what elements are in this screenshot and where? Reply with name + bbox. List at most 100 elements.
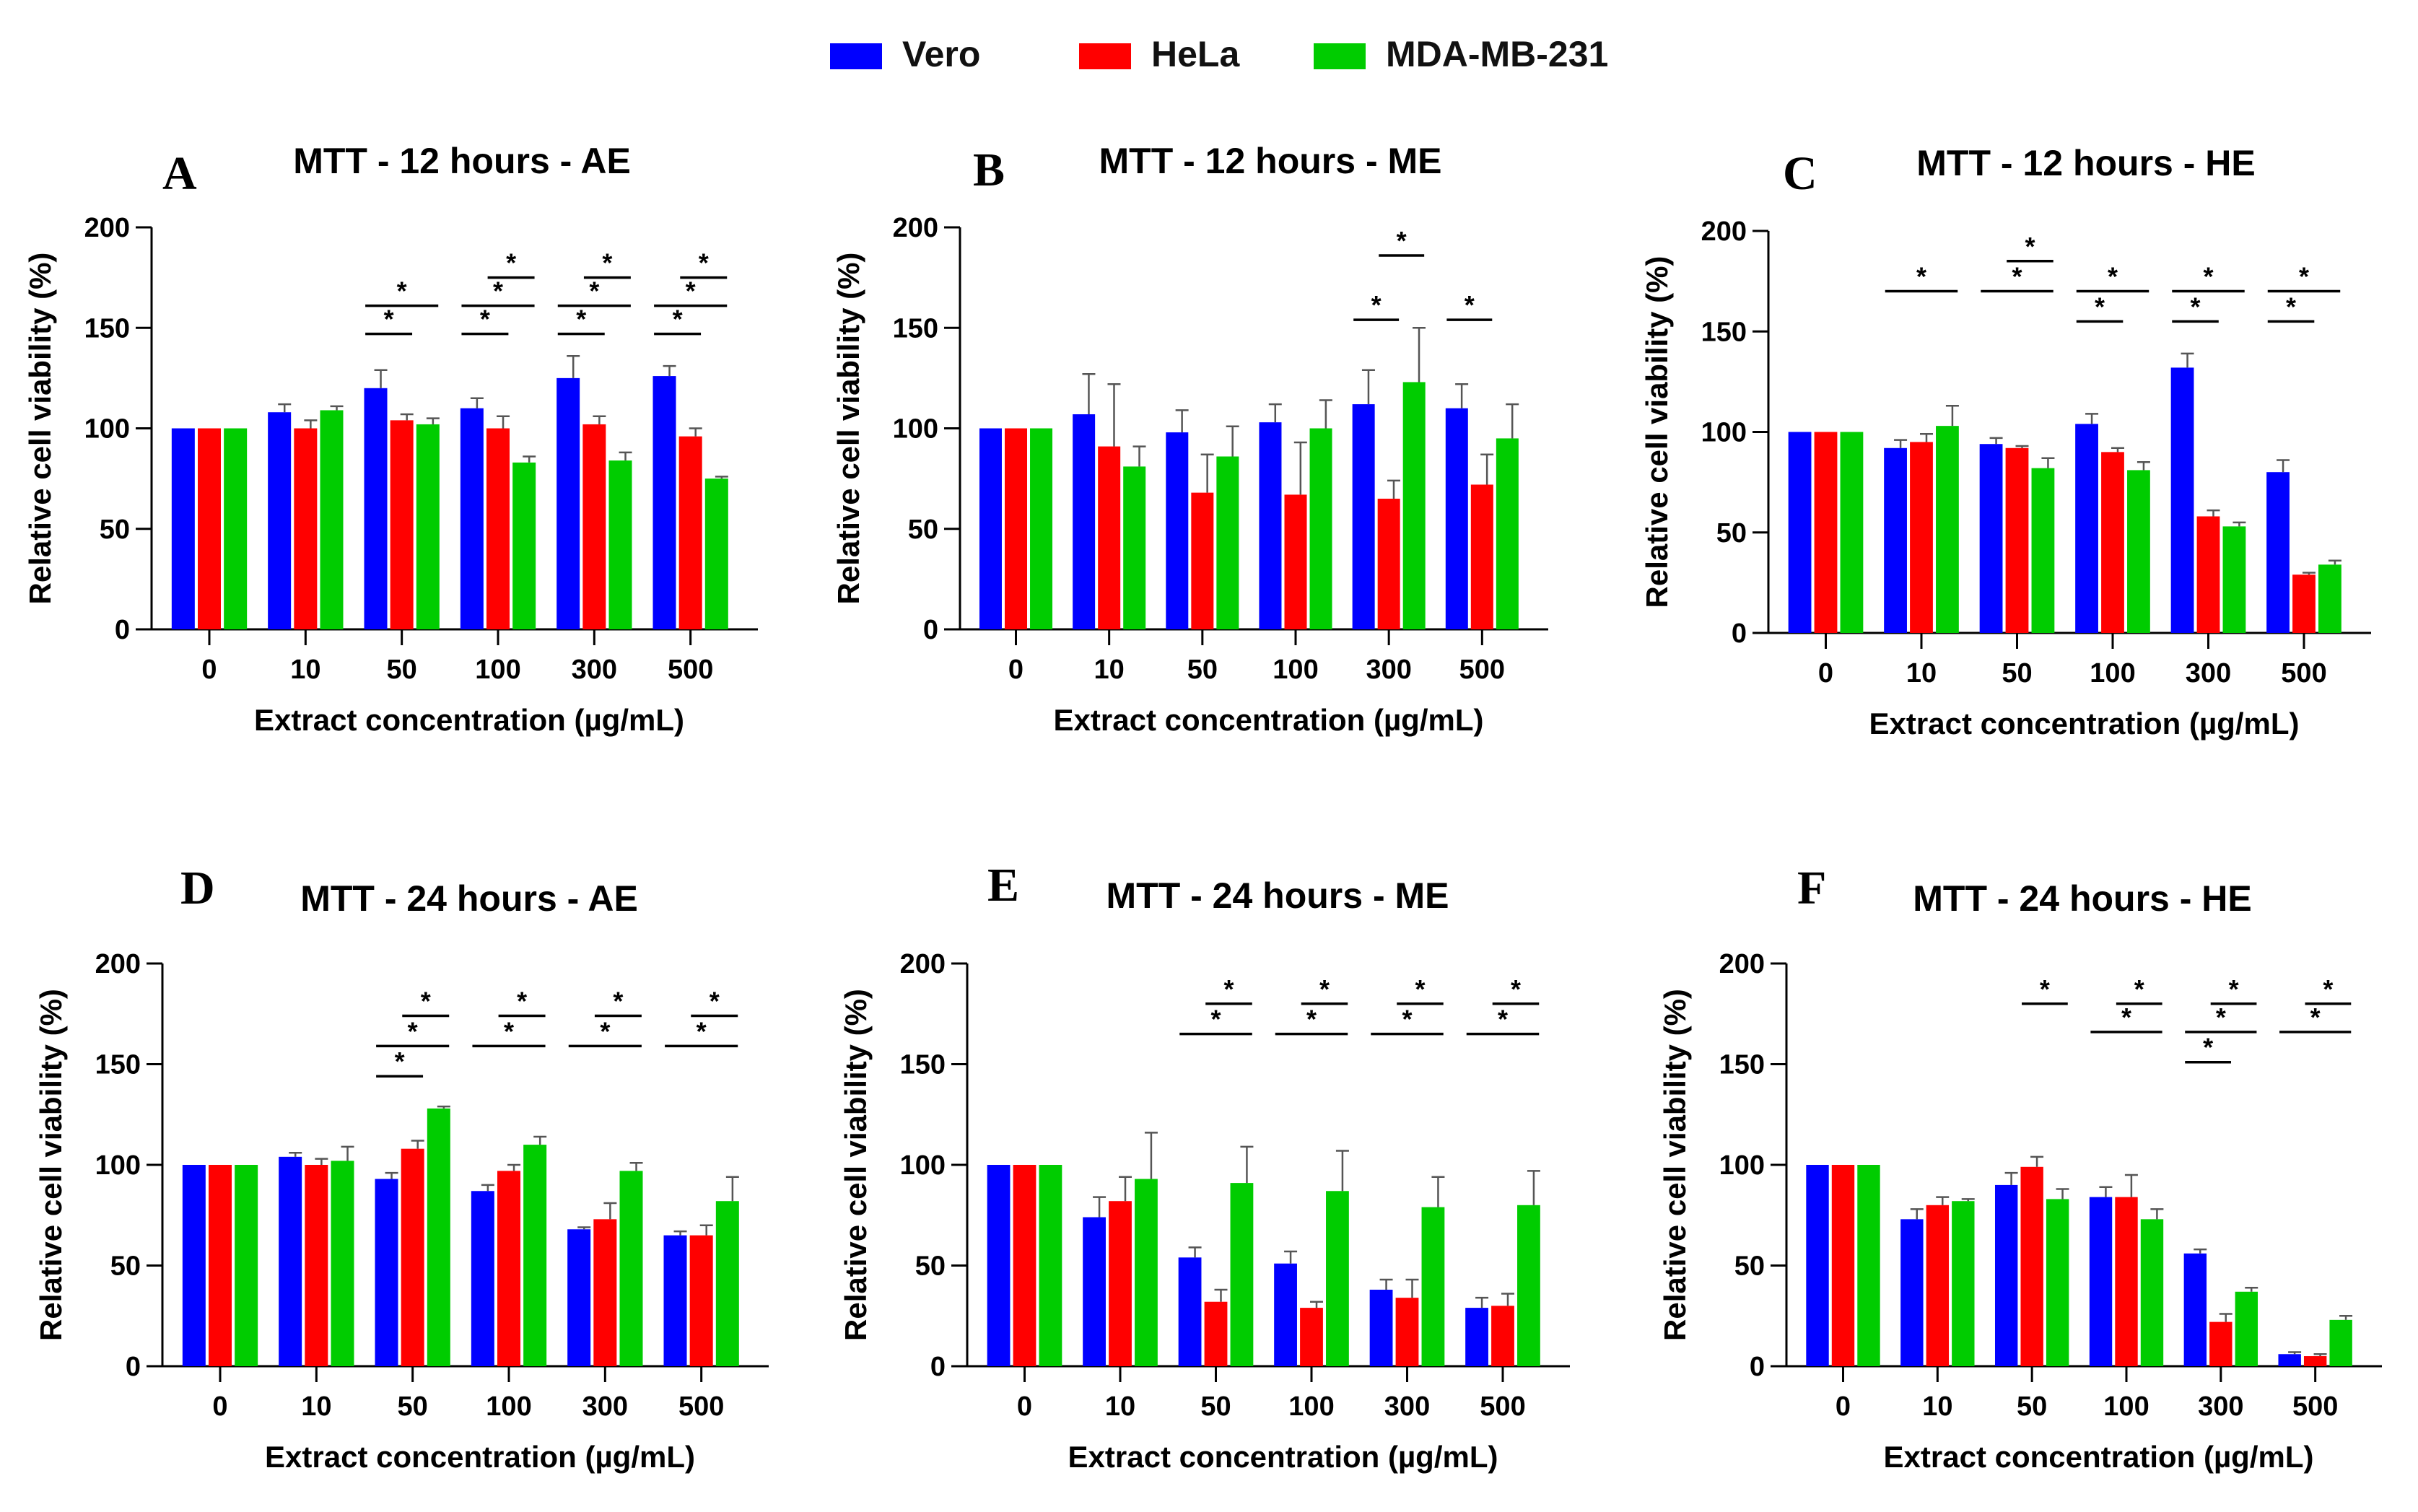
bar-hela: [486, 428, 510, 629]
significance-star: *: [517, 987, 527, 1016]
significance-star: *: [2299, 262, 2309, 292]
y-tick-label: 50: [1734, 1251, 1765, 1282]
y-tick-label: 150: [900, 1050, 946, 1080]
bar-hela: [390, 420, 414, 629]
significance-star: *: [2012, 262, 2022, 292]
x-tick-label: 500: [678, 1391, 724, 1422]
x-axis-label: Extract concentration (µg/mL): [265, 1440, 695, 1474]
bar-vero: [567, 1229, 591, 1366]
significance-star: *: [2286, 292, 2296, 321]
y-tick-label: 150: [84, 313, 130, 344]
bar-vero: [2170, 367, 2194, 633]
chart-title: MTT - 12 hours - ME: [1099, 141, 1442, 181]
x-tick-label: 0: [201, 655, 217, 685]
bar-vero: [1259, 422, 1282, 629]
y-tick-label: 200: [1701, 217, 1747, 247]
bar-mda-mb-231: [715, 1201, 739, 1366]
y-tick-label: 100: [900, 1150, 946, 1181]
bar-hela: [678, 436, 702, 629]
x-tick-label: 50: [2017, 1391, 2047, 1422]
y-tick-label: 200: [95, 949, 141, 979]
significance-star: *: [1371, 290, 1382, 320]
bar-mda-mb-231: [608, 460, 632, 629]
x-axis-label: Extract concentration (µg/mL): [1884, 1440, 2314, 1474]
x-tick-label: 10: [1906, 658, 1937, 689]
significance-star: *: [1210, 1005, 1221, 1034]
significance-star: *: [506, 248, 516, 278]
y-axis-label: Relative cell viability (%): [839, 989, 873, 1341]
legend-swatch-hela: [1079, 43, 1131, 69]
bar-hela: [497, 1171, 520, 1366]
x-tick-label: 10: [290, 655, 320, 685]
bar-mda-mb-231: [2318, 564, 2341, 633]
significance-star: *: [421, 987, 431, 1016]
y-tick-label: 0: [1750, 1352, 1765, 1382]
bar-vero: [663, 1235, 687, 1366]
significance-star: *: [600, 1016, 610, 1046]
bar-mda-mb-231: [331, 1161, 354, 1366]
bar-vero: [1884, 447, 1907, 633]
significance-star: *: [1916, 262, 1926, 292]
bar-hela: [2005, 447, 2029, 633]
bar-vero: [1788, 432, 1812, 633]
y-tick-label: 0: [126, 1352, 141, 1382]
significance-star: *: [504, 1016, 514, 1046]
bar-vero: [1274, 1263, 1297, 1366]
x-tick-label: 300: [572, 655, 617, 685]
significance-star: *: [2040, 974, 2050, 1004]
x-tick-label: 100: [2103, 1391, 2149, 1422]
significance-star: *: [2229, 974, 2239, 1004]
y-tick-label: 150: [95, 1050, 141, 1080]
significance-star: *: [2108, 262, 2118, 292]
x-tick-label: 100: [475, 655, 520, 685]
bar-vero: [1083, 1217, 1106, 1366]
x-tick-label: 500: [2292, 1391, 2338, 1422]
bar-mda-mb-231: [1039, 1165, 1062, 1366]
y-tick-label: 200: [900, 949, 946, 979]
bar-mda-mb-231: [704, 478, 728, 629]
x-tick-label: 10: [1105, 1391, 1135, 1422]
x-tick-label: 300: [1384, 1391, 1430, 1422]
panel-f: F MTT - 24 hours - HE050100150200Relative…: [1658, 862, 2382, 1474]
y-axis-label: Relative cell viability (%): [23, 253, 57, 605]
chart-title: MTT - 24 hours - ME: [1107, 875, 1449, 916]
significance-star: *: [2121, 1002, 2131, 1032]
significance-star: *: [2310, 1002, 2321, 1032]
y-axis-label: Relative cell viability (%): [1658, 989, 1692, 1341]
bar-hela: [582, 424, 606, 629]
x-tick-label: 300: [1366, 655, 1411, 685]
panel-a: A MTT - 12 hours - AE050100150200Relative…: [23, 141, 758, 737]
bar-mda-mb-231: [523, 1145, 547, 1366]
bar-mda-mb-231: [1936, 426, 1959, 633]
bar-mda-mb-231: [224, 428, 248, 629]
bar-hela: [1470, 484, 1493, 629]
x-tick-label: 500: [1459, 655, 1505, 685]
panel-b: B MTT - 12 hours - ME050100150200Relative…: [832, 141, 1548, 737]
significance-star: *: [1223, 974, 1234, 1004]
x-tick-label: 10: [301, 1391, 331, 1422]
significance-star: *: [2216, 1002, 2226, 1032]
significance-star: *: [673, 305, 683, 334]
x-tick-label: 100: [1288, 1391, 1334, 1422]
x-tick-label: 100: [486, 1391, 531, 1422]
significance-star: *: [576, 305, 586, 334]
y-tick-label: 50: [915, 1251, 946, 1282]
legend: Vero HeLa MDA-MB-231: [830, 34, 1608, 74]
bar-vero: [460, 408, 484, 629]
bar-hela: [401, 1148, 424, 1366]
y-tick-label: 50: [100, 515, 130, 545]
bar-vero: [1806, 1165, 1829, 1366]
bar-hela: [1814, 432, 1838, 633]
x-tick-label: 0: [1836, 1391, 1851, 1422]
significance-star: *: [2203, 262, 2213, 292]
bar-vero: [2075, 424, 2098, 633]
panel-d: D MTT - 24 hours - AE050100150200Relative…: [34, 862, 769, 1474]
bar-mda-mb-231: [1402, 382, 1426, 629]
x-tick-label: 0: [1008, 655, 1023, 685]
chart-title: MTT - 24 hours - AE: [300, 878, 638, 919]
bar-mda-mb-231: [1135, 1179, 1158, 1366]
bar-hela: [2020, 1166, 2043, 1366]
bar-vero: [1352, 404, 1375, 629]
bar-vero: [1465, 1308, 1488, 1366]
